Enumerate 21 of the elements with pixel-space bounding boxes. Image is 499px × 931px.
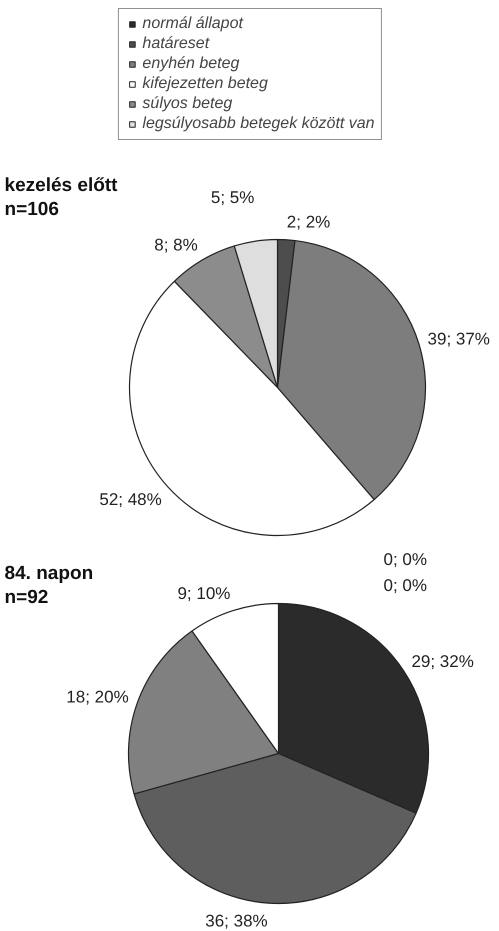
- data-label: 36; 38%: [205, 912, 268, 931]
- text: 0; 0%: [384, 576, 427, 595]
- chart-title: 84. napon: [4, 563, 94, 584]
- data-label: 39; 37%: [428, 330, 490, 349]
- text: n=106: [4, 199, 59, 220]
- data-label: 9; 10%: [177, 584, 230, 603]
- data-label: 2; 2%: [286, 212, 330, 232]
- text: 0; 0%: [384, 550, 427, 569]
- legend-label: normál állapot: [142, 15, 243, 33]
- data-label: 5; 5%: [210, 188, 254, 208]
- legend-label: enyhén beteg: [142, 55, 240, 73]
- data-label: 52; 48%: [99, 490, 162, 509]
- legend-label: határeset: [142, 35, 210, 53]
- legend-label: legsúlyosabb betegek között van: [142, 115, 375, 133]
- data-label: 29; 32%: [411, 652, 474, 671]
- legend-label: kifejezetten beteg: [142, 75, 268, 93]
- legend-label: súlyos beteg: [142, 95, 232, 113]
- data-label: 18; 20%: [66, 688, 129, 707]
- text: kezelés előtt: [4, 175, 118, 196]
- data-label: 8; 8%: [154, 235, 198, 254]
- chart-subtitle: n=92: [4, 587, 48, 608]
